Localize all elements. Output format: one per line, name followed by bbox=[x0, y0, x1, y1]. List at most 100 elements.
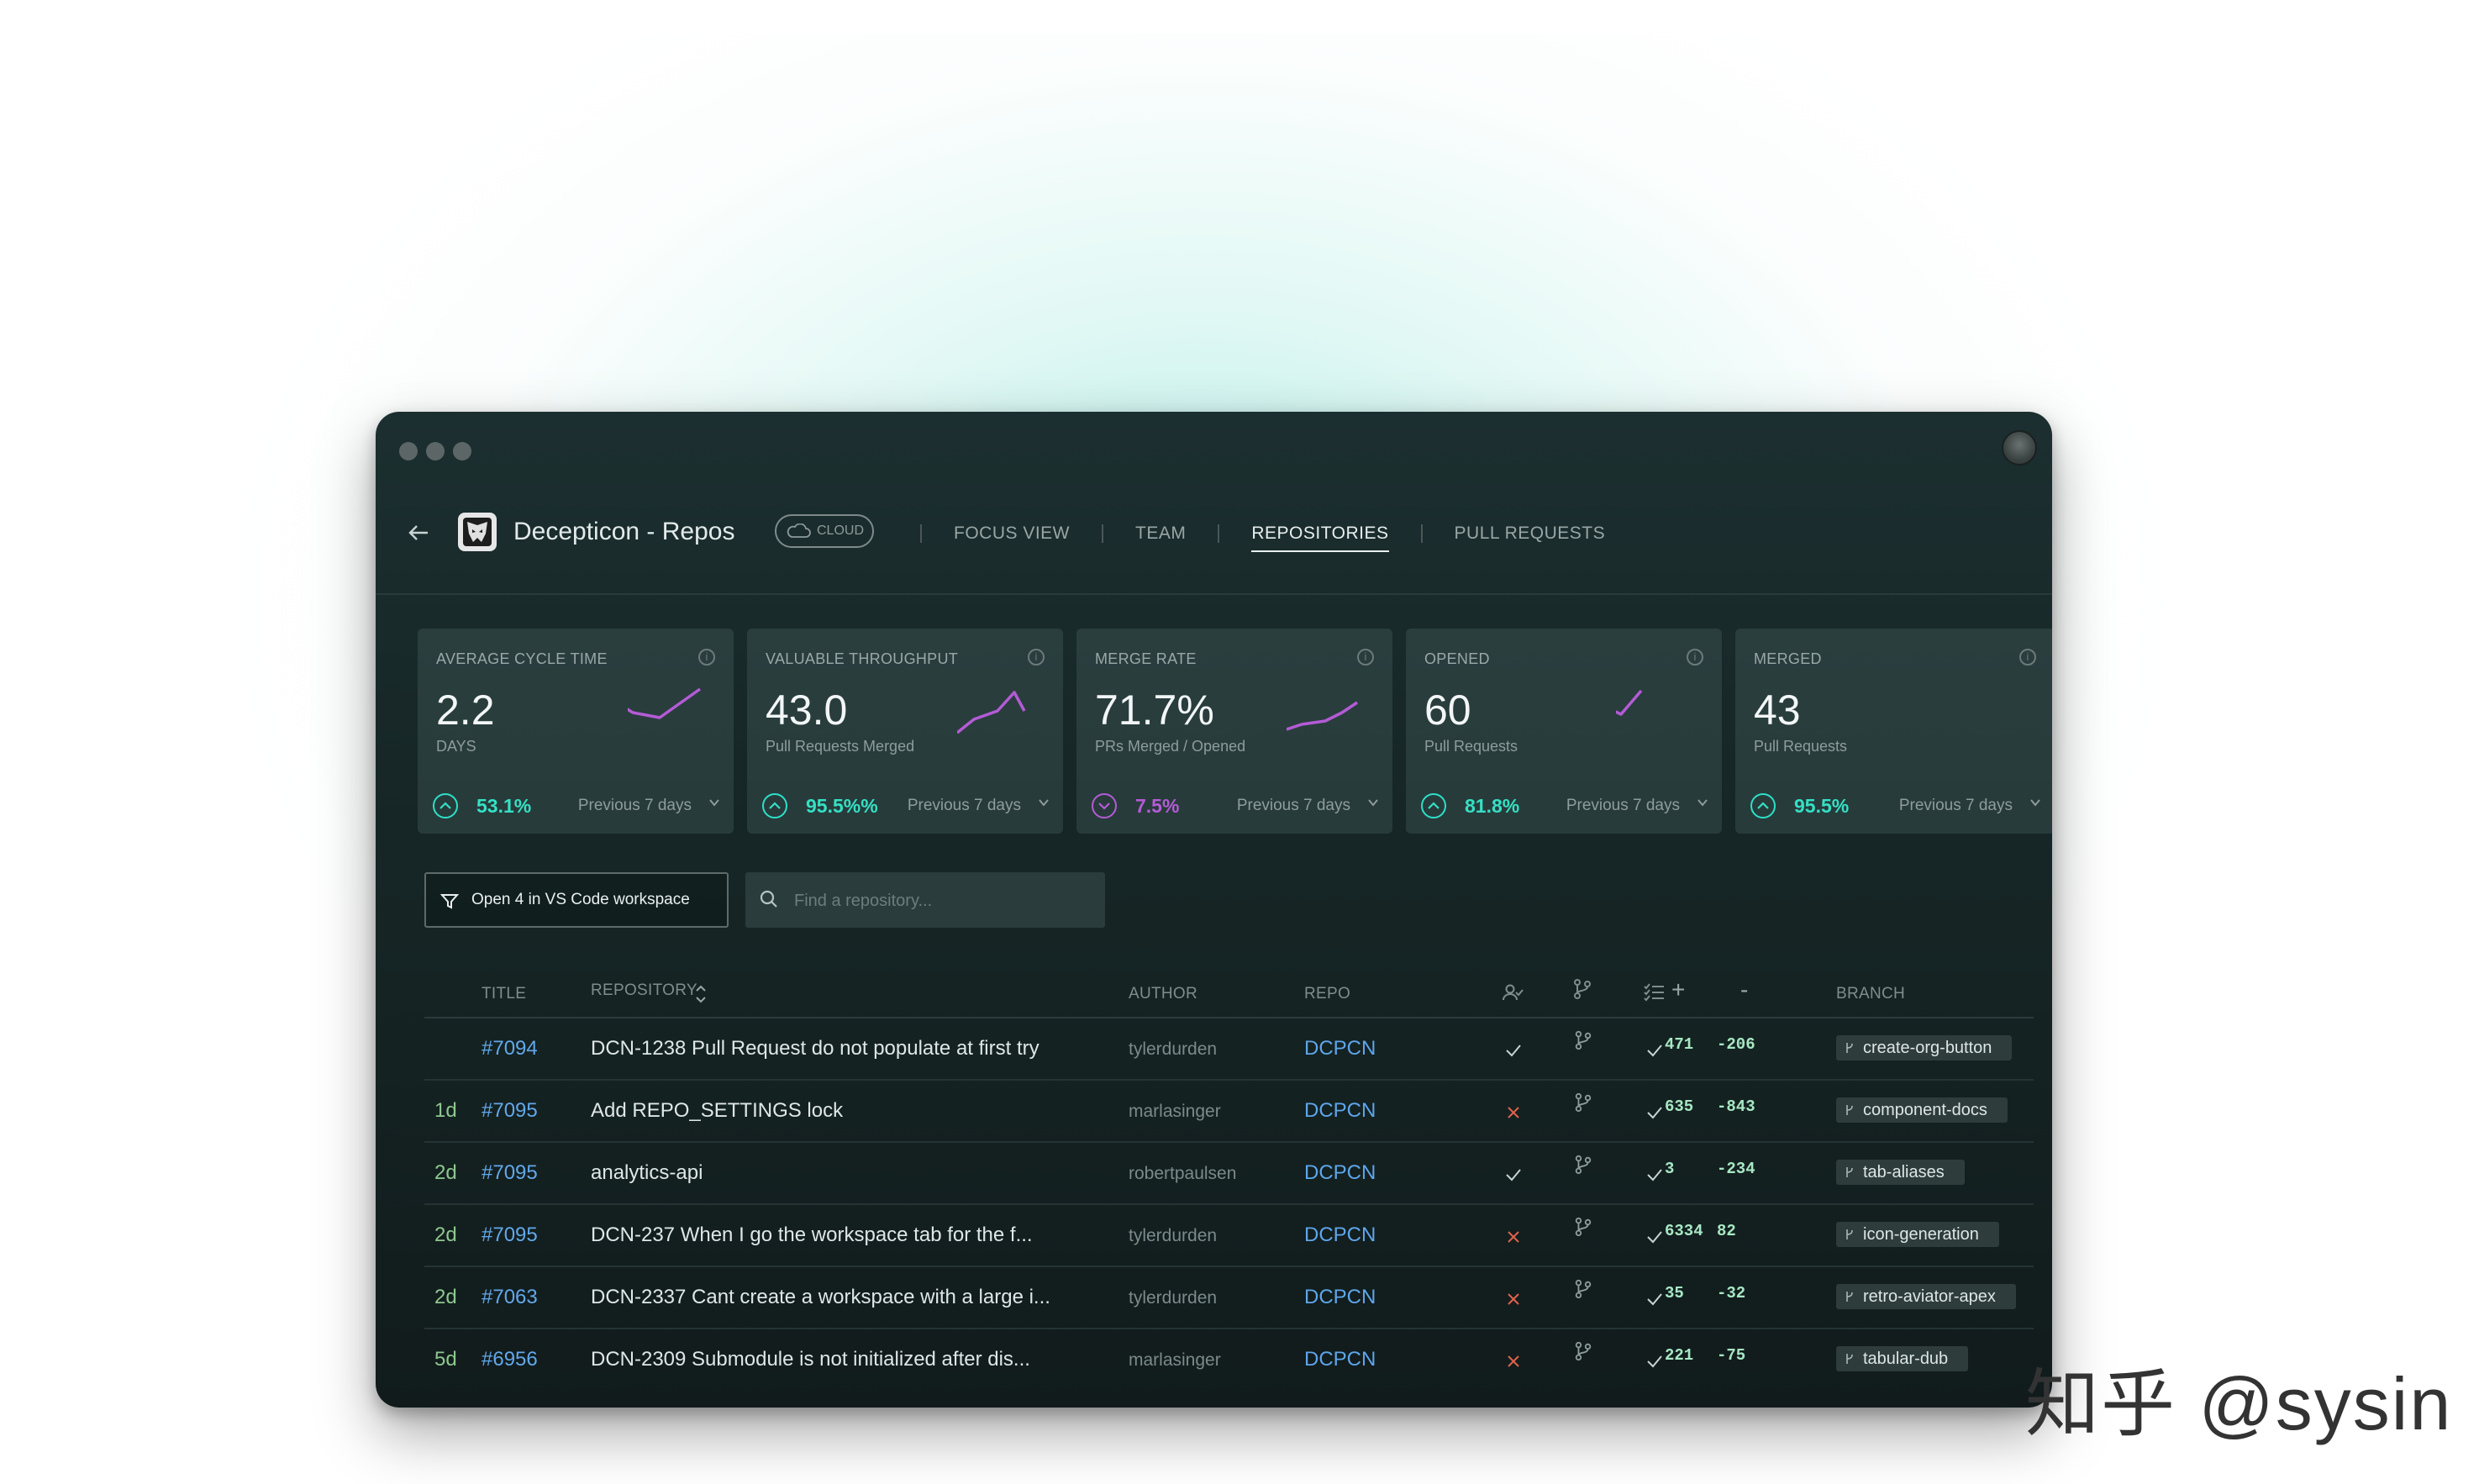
search-icon bbox=[760, 890, 777, 908]
repo-link[interactable]: DCPCN bbox=[1304, 1224, 1376, 1246]
search-input[interactable] bbox=[792, 872, 1098, 929]
metric-value: 2.2 bbox=[436, 687, 495, 734]
branch-tag[interactable]: tab-aliases bbox=[1836, 1160, 1965, 1185]
branch-merge-icon bbox=[1575, 1279, 1592, 1299]
branch-tag[interactable]: icon-generation bbox=[1836, 1222, 1999, 1247]
metric-value: 60 bbox=[1424, 687, 1471, 734]
table-row[interactable]: 2d #7095 DCN-237 When I go the workspace… bbox=[424, 1205, 2034, 1267]
metric-card-opened[interactable]: OPENED i 60 Pull Requests 81.8% Previous… bbox=[1406, 629, 1722, 834]
pr-title[interactable]: Add REPO_SETTINGS lock bbox=[591, 1099, 844, 1122]
pr-number-link[interactable]: #7063 bbox=[482, 1286, 538, 1308]
col-additions[interactable]: + bbox=[1671, 976, 1686, 1002]
period-selector[interactable]: Previous 7 days bbox=[577, 797, 692, 814]
metric-card-merge-rate[interactable]: MERGE RATE i 71.7% PRs Merged / Opened 7… bbox=[1076, 629, 1392, 834]
close-dot[interactable] bbox=[399, 442, 418, 460]
branch-tag[interactable]: component-docs bbox=[1836, 1097, 2008, 1123]
col-deletions[interactable]: - bbox=[1740, 976, 1749, 1002]
branch-tag[interactable]: tabular-dub bbox=[1836, 1346, 1969, 1371]
checklist-icon[interactable] bbox=[1643, 981, 1665, 1003]
pr-title[interactable]: DCN-1238 Pull Request do not populate at… bbox=[591, 1037, 1039, 1060]
col-repo[interactable]: REPO bbox=[1304, 985, 1351, 1002]
metric-footer: 95.5%% Previous 7 days bbox=[747, 780, 1063, 834]
repo-link[interactable]: DCPCN bbox=[1304, 1348, 1376, 1371]
chevron-down-icon[interactable] bbox=[1367, 797, 1379, 808]
arrow-left-icon[interactable] bbox=[408, 521, 429, 548]
pr-title[interactable]: DCN-2337 Cant create a workspace with a … bbox=[591, 1286, 1050, 1308]
repo-link[interactable]: DCPCN bbox=[1304, 1286, 1376, 1308]
trend-up-icon bbox=[1750, 793, 1776, 818]
metric-sublabel: Pull Requests bbox=[1754, 738, 1848, 755]
repo-link[interactable]: DCPCN bbox=[1304, 1161, 1376, 1184]
branch-tag[interactable]: retro-aviator-apex bbox=[1836, 1284, 2016, 1309]
chevron-down-icon[interactable] bbox=[1697, 797, 1708, 808]
tab-team[interactable]: TEAM bbox=[1135, 524, 1187, 543]
period-selector[interactable]: Previous 7 days bbox=[1236, 797, 1350, 814]
pr-number-link[interactable]: #7094 bbox=[482, 1037, 538, 1060]
col-author[interactable]: AUTHOR bbox=[1129, 985, 1198, 1002]
period-selector[interactable]: Previous 7 days bbox=[1566, 797, 1680, 814]
open-vscode-button[interactable]: Open 4 in VS Code workspace bbox=[424, 872, 729, 928]
repo-link[interactable]: DCPCN bbox=[1304, 1037, 1376, 1060]
chevron-down-icon[interactable] bbox=[2029, 797, 2041, 808]
info-icon[interactable]: i bbox=[2019, 649, 2036, 666]
pr-title[interactable]: analytics-api bbox=[591, 1161, 703, 1184]
period-selector[interactable]: Previous 7 days bbox=[1898, 797, 2013, 814]
sort-icon[interactable] bbox=[690, 983, 712, 1005]
additions-count: 35 bbox=[1665, 1284, 1684, 1302]
deletions-count: -32 bbox=[1717, 1284, 1746, 1302]
pr-number-link[interactable]: #7095 bbox=[482, 1099, 538, 1122]
minimize-dot[interactable] bbox=[426, 442, 445, 460]
trend-down-icon bbox=[1092, 793, 1117, 818]
col-repository[interactable]: REPOSITORY bbox=[591, 981, 697, 999]
metric-card-cycle-time[interactable]: AVERAGE CYCLE TIME i 2.2 DAYS 53.1% Prev… bbox=[418, 629, 734, 834]
git-branch-icon bbox=[1846, 1167, 1853, 1177]
chevron-down-icon[interactable] bbox=[708, 797, 720, 808]
info-icon[interactable]: i bbox=[1028, 649, 1045, 666]
col-branch[interactable]: BRANCH bbox=[1836, 985, 1906, 1002]
table-row[interactable]: 5d #6956 DCN-2309 Submodule is not initi… bbox=[424, 1329, 2034, 1390]
pr-number-link[interactable]: #6956 bbox=[482, 1348, 538, 1371]
info-icon[interactable]: i bbox=[698, 649, 715, 666]
metric-value: 43 bbox=[1754, 687, 1801, 734]
table-header: TITLE REPOSITORY AUTHOR REPO + - BRANCH bbox=[424, 966, 2034, 1018]
branch-merge-icon bbox=[1575, 1341, 1592, 1361]
metric-card-merged[interactable]: MERGED i 43 Pull Requests 95.5% Previous… bbox=[1735, 629, 2052, 834]
table-row[interactable]: 1d #7095 Add REPO_SETTINGS lock marlasin… bbox=[424, 1081, 2034, 1143]
info-icon[interactable]: i bbox=[1687, 649, 1703, 666]
chevron-down-icon[interactable] bbox=[1038, 797, 1050, 808]
metric-card-throughput[interactable]: VALUABLE THROUGHPUT i 43.0 Pull Requests… bbox=[747, 629, 1063, 834]
nav-divider bbox=[920, 524, 922, 543]
branch-name: tab-aliases bbox=[1863, 1162, 1945, 1181]
metric-sublabel: Pull Requests bbox=[1424, 738, 1518, 755]
x-icon bbox=[1508, 1355, 1519, 1367]
table-row[interactable]: 2d #7063 DCN-2337 Cant create a workspac… bbox=[424, 1267, 2034, 1329]
pr-number-link[interactable]: #7095 bbox=[482, 1161, 538, 1184]
check-icon bbox=[1647, 1293, 1662, 1306]
pr-title[interactable]: DCN-237 When I go the workspace tab for … bbox=[591, 1224, 1033, 1246]
pr-number-link[interactable]: #7095 bbox=[482, 1224, 538, 1246]
branch-merge-icon[interactable] bbox=[1571, 978, 1593, 1000]
git-branch-icon bbox=[1846, 1043, 1853, 1053]
table-row[interactable]: 2d #7095 analytics-api robertpaulsen DCP… bbox=[424, 1143, 2034, 1205]
window-menu-button[interactable] bbox=[2002, 430, 2037, 466]
period-selector[interactable]: Previous 7 days bbox=[907, 797, 1021, 814]
branch-tag[interactable]: create-org-button bbox=[1836, 1035, 2013, 1060]
tab-repositories[interactable]: REPOSITORIES bbox=[1234, 518, 1405, 552]
metric-cards: AVERAGE CYCLE TIME i 2.2 DAYS 53.1% Prev… bbox=[418, 629, 2052, 834]
table-actions: Open 4 in VS Code workspace bbox=[424, 872, 1105, 929]
tab-pull-requests[interactable]: PULL REQUESTS bbox=[1454, 524, 1606, 543]
watermark-zh: 知乎 bbox=[2025, 1360, 2177, 1447]
repo-link[interactable]: DCPCN bbox=[1304, 1099, 1376, 1122]
reviewer-icon[interactable] bbox=[1502, 981, 1524, 1003]
decepticon-logo-icon bbox=[458, 513, 497, 551]
metric-sublabel: Pull Requests Merged bbox=[766, 738, 915, 755]
pr-age: 2d bbox=[434, 1161, 457, 1184]
maximize-dot[interactable] bbox=[453, 442, 471, 460]
tab-focus-view[interactable]: FOCUS VIEW bbox=[954, 524, 1071, 543]
pr-title[interactable]: DCN-2309 Submodule is not initialized af… bbox=[591, 1348, 1030, 1371]
page-title: Decepticon - Repos bbox=[513, 518, 735, 545]
col-title[interactable]: TITLE bbox=[482, 985, 527, 1002]
info-icon[interactable]: i bbox=[1357, 649, 1374, 666]
check-icon bbox=[1506, 1045, 1521, 1057]
table-row[interactable]: #7094 DCN-1238 Pull Request do not popul… bbox=[424, 1018, 2034, 1081]
